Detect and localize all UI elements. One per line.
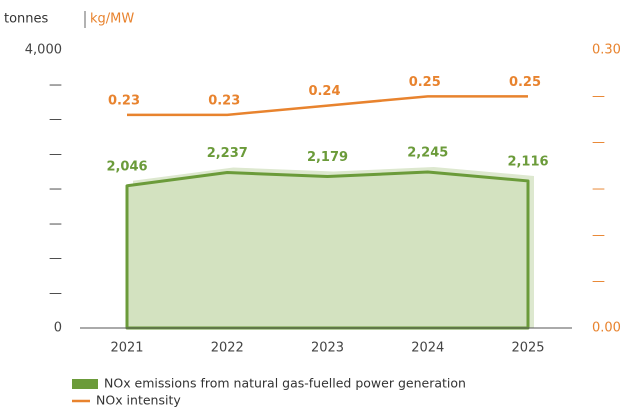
y2-tick-label: 0.00 (592, 321, 621, 336)
y2-axis-label: kg/MW (90, 12, 134, 27)
x-tick-label: 2023 (311, 341, 344, 356)
y2-tick-label: — (592, 274, 605, 289)
y-tick-label: 4,000 (25, 43, 62, 58)
y2-tick-label: — (592, 182, 605, 197)
y-tick-label: — (49, 286, 62, 301)
data-label: 2,179 (307, 150, 348, 165)
y2-tick-label: 0.30 (592, 43, 621, 58)
y2-tick-label: — (592, 89, 605, 104)
y2-tick-label: — (592, 135, 605, 150)
data-label: 0.25 (509, 75, 541, 90)
x-tick-label: 2021 (110, 341, 143, 356)
y-tick-label: — (49, 77, 62, 92)
data-label: 2,237 (207, 146, 248, 161)
line (127, 95, 528, 117)
x-tick-label: 2025 (511, 341, 544, 356)
y-tick-label: — (49, 147, 62, 162)
y-tick-label: — (49, 112, 62, 127)
data-label: 0.23 (208, 93, 240, 108)
x-tick-label: 2024 (411, 341, 444, 356)
legend-swatch (72, 379, 98, 389)
y-axis-label: tonnes (4, 12, 49, 27)
y-tick-label: — (49, 251, 62, 266)
data-label: 0.24 (308, 84, 340, 99)
y2-tick-label: — (592, 228, 605, 243)
data-label: 0.23 (108, 93, 140, 108)
data-label: 2,046 (106, 159, 147, 174)
data-label: 2,245 (407, 145, 448, 160)
legend-label: NOx emissions from natural gas-fuelled p… (104, 376, 466, 391)
y-tick-label: — (49, 216, 62, 231)
area (125, 170, 530, 330)
legend-label: NOx intensity (96, 393, 181, 408)
data-label: 0.25 (409, 75, 441, 90)
y-tick-label: 0 (54, 321, 62, 336)
y-tick-label: — (49, 182, 62, 197)
x-tick-label: 2022 (211, 341, 244, 356)
data-label: 2,116 (507, 154, 548, 169)
